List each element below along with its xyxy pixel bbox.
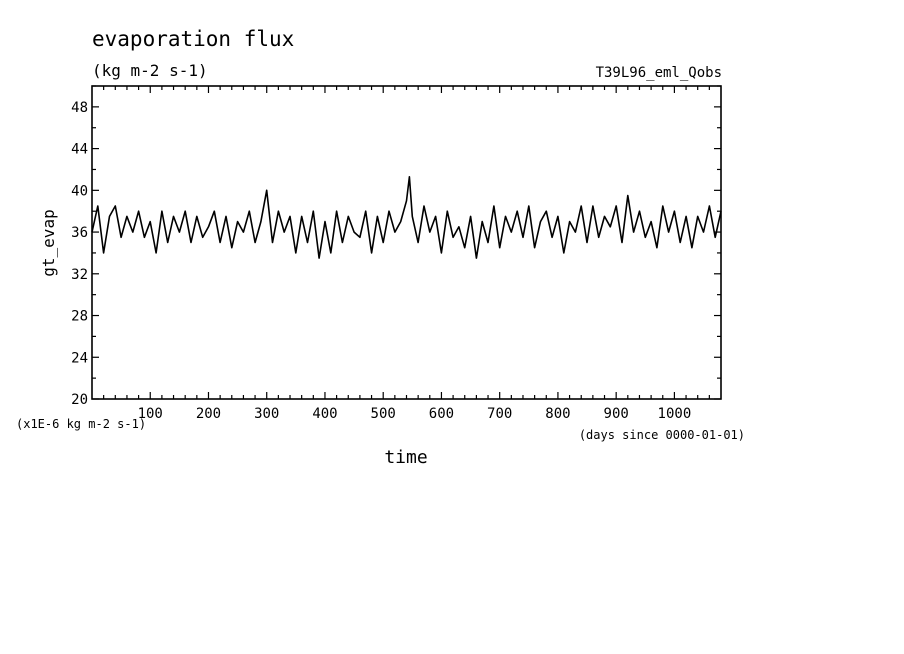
x-tick-label: 100: [138, 406, 163, 422]
y-tick-label: 44: [71, 142, 88, 158]
x-tick-label: 500: [371, 406, 396, 422]
x-tick-label: 200: [196, 406, 221, 422]
chart-title: evaporation flux: [92, 27, 294, 51]
series-line: [91, 176, 722, 259]
plot-frame: [91, 85, 722, 400]
x-unit-label: (days since 0000-01-01): [579, 428, 745, 442]
run-label: T39L96_eml_Qobs: [596, 65, 722, 81]
y-axis-title: gt_evap: [39, 209, 58, 276]
y-tick-label: 24: [71, 350, 88, 366]
chart-subtitle: (kg m-2 s-1): [92, 61, 208, 80]
x-tick-label: 600: [429, 406, 454, 422]
y-tick-label: 20: [71, 392, 88, 408]
y-tick-label: 28: [71, 309, 88, 325]
y-unit-label: (x1E-6 kg m-2 s-1): [16, 417, 146, 431]
y-tick-label: 48: [71, 100, 88, 116]
x-tick-label: 300: [254, 406, 279, 422]
y-tick-label: 36: [71, 225, 88, 241]
y-tick-label: 32: [71, 267, 88, 283]
x-tick-label: 700: [487, 406, 512, 422]
x-tick-label: 1000: [658, 406, 692, 422]
x-tick-label: 900: [604, 406, 629, 422]
y-tick-label: 40: [71, 183, 88, 199]
x-tick-label: 400: [312, 406, 337, 422]
x-tick-label: 800: [545, 406, 570, 422]
x-axis-title: time: [384, 447, 427, 468]
